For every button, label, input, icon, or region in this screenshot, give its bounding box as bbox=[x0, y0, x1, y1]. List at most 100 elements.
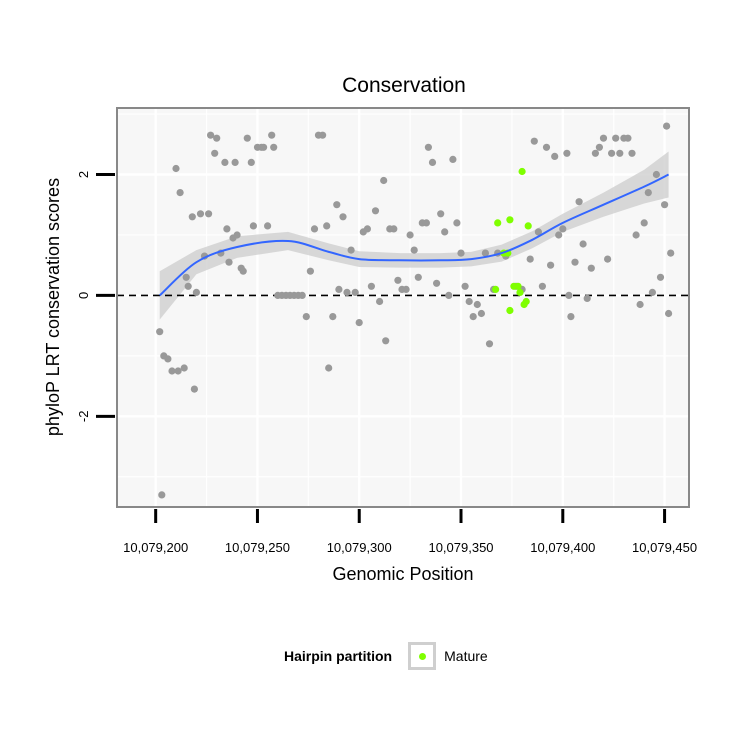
x-axis: 10,079,200 10,079,250 10,079,300 10,079,350… bbox=[123, 509, 697, 555]
y-axis-label: phyloP LRT conservation scores bbox=[43, 178, 63, 436]
legend-title: Hairpin partition bbox=[284, 648, 393, 664]
point-mature bbox=[516, 288, 524, 296]
point-other bbox=[575, 198, 583, 206]
point-other bbox=[477, 309, 485, 318]
point-other bbox=[192, 288, 200, 296]
panel-background bbox=[117, 108, 689, 507]
point-other bbox=[441, 228, 449, 236]
point-other bbox=[306, 267, 314, 275]
point-other bbox=[445, 291, 453, 299]
point-other bbox=[612, 134, 620, 142]
smooth-curve bbox=[159, 173, 670, 297]
point-other bbox=[563, 149, 571, 157]
point-other bbox=[542, 143, 551, 151]
point-other bbox=[223, 225, 231, 233]
point-other bbox=[211, 149, 219, 157]
point-other bbox=[231, 158, 239, 166]
point-other bbox=[394, 276, 402, 284]
point-other bbox=[665, 309, 673, 318]
point-other bbox=[233, 231, 241, 239]
point-other bbox=[449, 155, 457, 163]
point-other bbox=[343, 288, 351, 296]
point-other bbox=[205, 210, 213, 218]
point-other bbox=[339, 213, 347, 221]
point-other bbox=[174, 367, 182, 375]
point-other bbox=[180, 364, 188, 372]
point-other bbox=[583, 294, 591, 302]
point-other bbox=[176, 189, 184, 197]
point-other bbox=[182, 273, 190, 281]
x-axis-label: Genomic Position bbox=[332, 564, 473, 584]
point-other bbox=[249, 222, 257, 230]
point-other bbox=[319, 131, 327, 139]
point-other bbox=[433, 279, 441, 287]
point-mature bbox=[506, 306, 514, 315]
x-tick-label: 10,079,300 bbox=[327, 540, 392, 555]
point-other bbox=[565, 291, 573, 299]
point-other bbox=[648, 288, 657, 296]
point-other bbox=[207, 131, 215, 139]
point-other bbox=[632, 231, 640, 239]
legend-label-mature: Mature bbox=[444, 648, 488, 664]
x-tick-label: 10,079,400 bbox=[530, 540, 595, 555]
point-mature bbox=[514, 282, 522, 290]
y-tick-label: -2 bbox=[76, 411, 91, 423]
point-other bbox=[608, 149, 616, 157]
point-mature bbox=[518, 167, 526, 176]
point-other bbox=[559, 225, 567, 233]
point-other bbox=[371, 207, 380, 215]
point-other bbox=[579, 240, 587, 248]
confidence-band bbox=[159, 151, 669, 320]
point-other bbox=[247, 158, 255, 166]
x-tick-label: 10,079,450 bbox=[632, 540, 697, 555]
point-other bbox=[555, 231, 563, 239]
point-other bbox=[656, 273, 665, 281]
point-other bbox=[437, 210, 445, 218]
point-other bbox=[481, 249, 489, 257]
point-other bbox=[599, 134, 608, 142]
point-other bbox=[453, 219, 461, 227]
point-other bbox=[196, 210, 205, 218]
point-other bbox=[461, 282, 469, 290]
point-other bbox=[225, 258, 233, 266]
point-other bbox=[667, 249, 675, 257]
point-mature bbox=[506, 216, 514, 224]
point-other bbox=[457, 249, 465, 257]
point-other bbox=[363, 225, 371, 233]
point-other bbox=[268, 131, 276, 139]
point-other bbox=[188, 213, 196, 221]
point-other bbox=[302, 313, 310, 321]
point-other bbox=[156, 328, 164, 336]
point-other bbox=[333, 201, 341, 209]
point-other bbox=[190, 385, 198, 393]
point-other bbox=[551, 152, 559, 160]
chart-title: Conservation bbox=[342, 74, 466, 97]
point-other bbox=[567, 313, 575, 321]
plot-panel bbox=[117, 108, 689, 507]
point-other bbox=[636, 300, 644, 309]
point-other bbox=[547, 261, 555, 269]
point-other bbox=[382, 337, 390, 345]
point-other bbox=[469, 313, 477, 321]
point-other bbox=[644, 189, 652, 197]
point-other bbox=[424, 143, 432, 151]
point-mature bbox=[492, 285, 500, 293]
point-other bbox=[587, 264, 595, 272]
point-other bbox=[168, 367, 176, 375]
point-other bbox=[270, 143, 278, 151]
point-other bbox=[624, 134, 632, 142]
point-other bbox=[329, 313, 337, 321]
point-other bbox=[473, 300, 481, 309]
plot-border bbox=[116, 107, 690, 508]
point-other bbox=[347, 246, 355, 254]
panel-border bbox=[116, 107, 690, 508]
point-other bbox=[663, 122, 671, 130]
point-other bbox=[591, 149, 600, 157]
point-other bbox=[652, 170, 661, 179]
point-other bbox=[406, 231, 414, 239]
legend: Hairpin partition Mature bbox=[284, 638, 488, 674]
point-other bbox=[604, 255, 612, 263]
point-other bbox=[184, 282, 192, 290]
point-other bbox=[310, 225, 319, 233]
